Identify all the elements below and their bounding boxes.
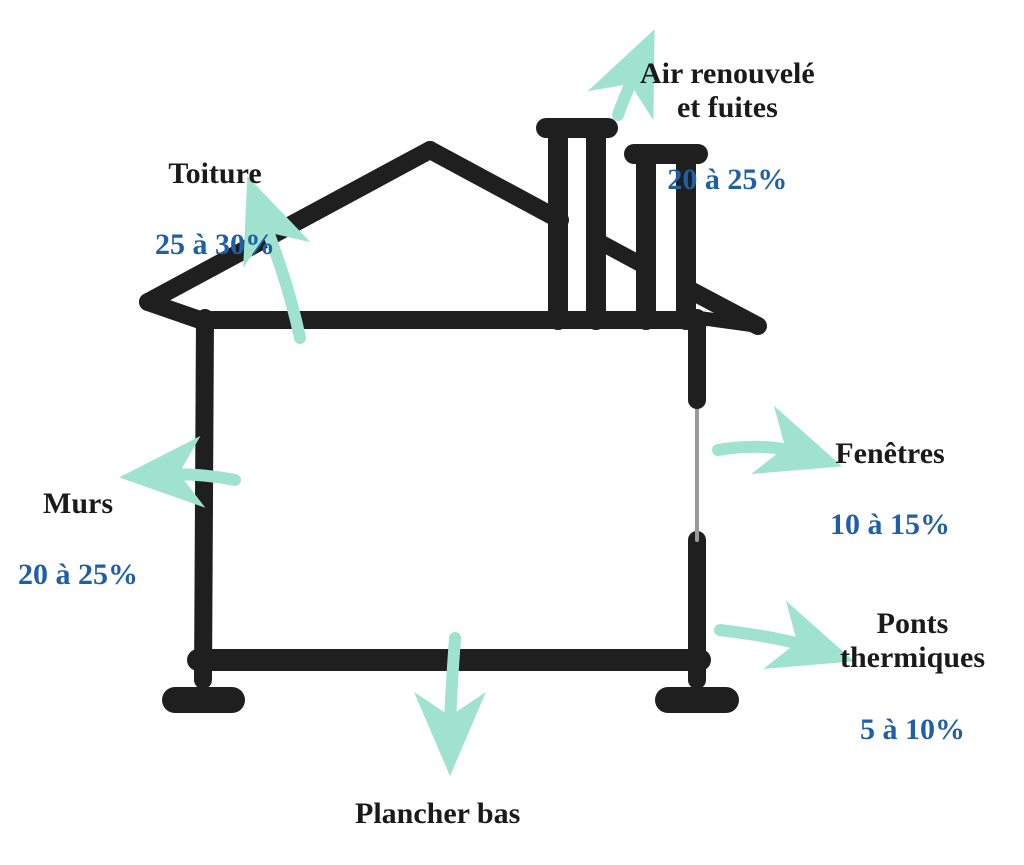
arrow-plancher: [450, 638, 455, 740]
air-title: Air renouvelé et fuites: [640, 57, 815, 126]
label-ponts: Ponts thermiques 5 à 10%: [840, 570, 985, 784]
arrow-fenetres: [718, 447, 808, 455]
label-plancher: Plancher bas 7 à 10%: [355, 760, 520, 865]
arrow-ponts: [720, 630, 820, 650]
murs-title: Murs: [18, 487, 138, 522]
fenetres-value: 10 à 15%: [830, 508, 950, 543]
toiture-title: Toiture: [155, 157, 275, 192]
label-toiture: Toiture 25 à 30%: [155, 120, 275, 299]
label-murs: Murs 20 à 25%: [18, 450, 138, 629]
plancher-title: Plancher bas: [355, 797, 520, 832]
arrow-air: [618, 62, 640, 115]
air-value: 20 à 25%: [640, 163, 815, 198]
arrow-murs: [155, 474, 235, 480]
heat-loss-diagram: Toiture 25 à 30% Air renouvelé et fuites…: [0, 0, 1024, 865]
label-fenetres: Fenêtres 10 à 15%: [830, 400, 950, 579]
ponts-value: 5 à 10%: [840, 713, 985, 748]
ponts-title: Ponts thermiques: [840, 607, 985, 676]
label-air: Air renouvelé et fuites 20 à 25%: [640, 20, 815, 234]
fenetres-title: Fenêtres: [830, 437, 950, 472]
toiture-value: 25 à 30%: [155, 228, 275, 263]
murs-value: 20 à 25%: [18, 558, 138, 593]
